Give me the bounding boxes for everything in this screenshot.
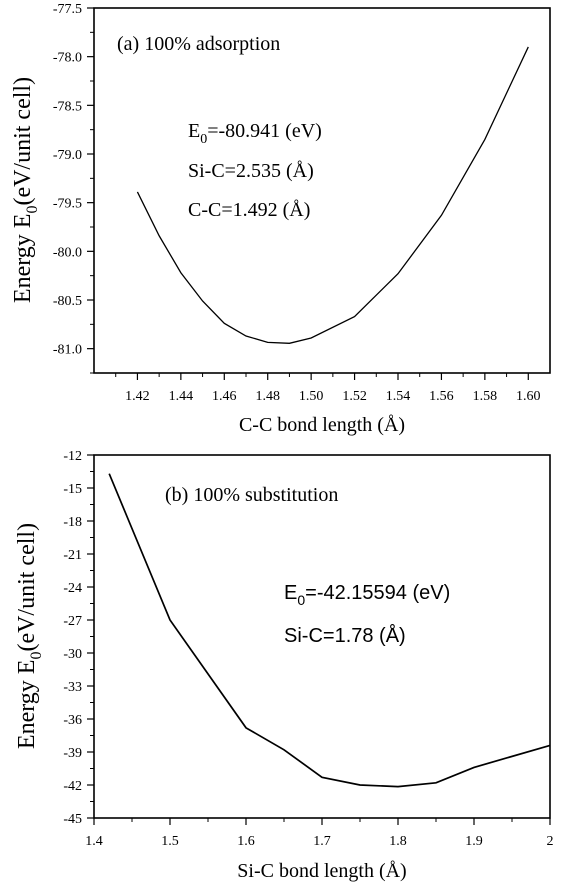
y-tick-label: -36	[63, 713, 82, 728]
y-tick-label: -24	[63, 581, 82, 596]
y-tick-label: -27	[63, 614, 82, 629]
annotation-main: C-C=1.492 (Å)	[188, 199, 310, 221]
x-tick-label: 1.6	[237, 834, 255, 849]
y-tick-label: -21	[63, 548, 82, 563]
annotation-main: E	[284, 582, 297, 604]
x-tick-label: 1.48	[255, 389, 280, 404]
panel-b-chart: 1.4 1.5 1.6 1.7 1.8 1.9 2 -12 -15 -18 -21 -24 -27 -30…	[14, 449, 554, 882]
x-tick-label: 1.5	[161, 834, 179, 849]
y-tick-label: -30	[63, 647, 82, 662]
x-tick-label: 1.58	[473, 389, 498, 404]
y-axis-title-tail: (eV/unit cell)	[14, 523, 40, 652]
y-tick-label: -42	[63, 779, 82, 794]
x-axis-title: C-C bond length (Å)	[239, 414, 405, 436]
y-tick-label: -77.5	[53, 2, 82, 17]
x-tick-label: 1.44	[169, 389, 194, 404]
annotation-tail: =-80.941 (eV)	[207, 120, 322, 142]
annotation-subscript: 0	[200, 132, 207, 147]
y-tick-label: -45	[63, 812, 82, 827]
x-tick-label: 1.52	[342, 389, 367, 404]
y-tick-label: -80.5	[53, 294, 82, 309]
y-tick-label: -79.0	[53, 148, 82, 163]
panel-label: (b) 100% substitution	[165, 484, 338, 506]
y-tick-label: -33	[63, 680, 82, 695]
y-axis-title-subscript: 0	[28, 652, 45, 660]
annotation-main: E	[188, 120, 200, 142]
y-tick-label: -18	[63, 515, 82, 530]
y-axis-title: Energy E0(eV/unit cell)	[14, 523, 45, 749]
x-tick-label: 1.60	[516, 389, 541, 404]
x-tick-label: 2	[547, 834, 554, 849]
annotation-text: C-C=1.492 (Å)	[188, 199, 310, 221]
plot-frame	[93, 7, 551, 374]
x-tick-label: 1.46	[212, 389, 237, 404]
y-tick-label: -12	[63, 449, 82, 464]
y-axis-title-subscript: 0	[24, 206, 41, 214]
y-axis-title-main: Energy E	[10, 214, 36, 304]
y-axis-title: Energy E0(eV/unit cell)	[10, 77, 41, 303]
annotation-text: E0=-42.15594 (eV)	[284, 582, 450, 608]
annotation-tail: =-42.15594 (eV)	[305, 582, 450, 604]
x-tick-label: 1.7	[313, 834, 331, 849]
x-tick-label: 1.56	[429, 389, 454, 404]
annotation-main: Si-C=1.78 (Å)	[284, 624, 406, 647]
x-tick-label: 1.4	[85, 834, 103, 849]
annotation-text: Si-C=1.78 (Å)	[284, 624, 406, 647]
y-tick-label: -15	[63, 482, 82, 497]
x-tick-label: 1.8	[389, 834, 407, 849]
series-line	[136, 46, 529, 344]
y-tick-label: -80.0	[53, 245, 82, 260]
panel-label: (a) 100% adsorption	[117, 33, 280, 55]
y-tick-label: -81.0	[53, 343, 82, 358]
annotation-main: Si-C=2.535 (Å)	[188, 160, 314, 182]
y-tick-label: -78.5	[53, 99, 82, 114]
x-tick-label: 1.54	[386, 389, 411, 404]
y-tick-label: -39	[63, 746, 82, 761]
x-tick-label: 1.42	[125, 389, 150, 404]
annotation-subscript: 0	[297, 592, 305, 608]
x-axis-title: Si-C bond length (Å)	[237, 860, 406, 882]
series-line	[108, 473, 551, 788]
annotation-text: Si-C=2.535 (Å)	[188, 160, 314, 182]
y-tick-label: -79.5	[53, 197, 82, 212]
y-tick-label: -78.0	[53, 51, 82, 66]
x-tick-label: 1.50	[299, 389, 324, 404]
y-axis-title-main: Energy E	[14, 660, 40, 750]
y-axis-title-tail: (eV/unit cell)	[10, 77, 36, 206]
annotation-text: E0=-80.941 (eV)	[188, 120, 322, 147]
x-tick-label: 1.9	[465, 834, 483, 849]
panel-a-chart: 1.42 1.44 1.46 1.48 1.50 1.52 1.54 1.56 1.58 1.60…	[10, 2, 551, 436]
